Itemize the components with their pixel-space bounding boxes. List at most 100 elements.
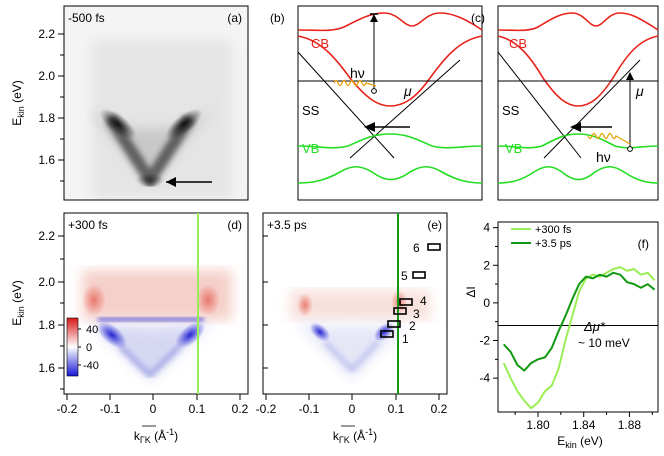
y-tick-label: 2 xyxy=(483,258,490,272)
surface-state-line xyxy=(497,51,582,159)
y-tick-label: 4 xyxy=(483,221,490,235)
integration-box xyxy=(427,243,441,251)
panel-e-x-label: kΓK (Å-1) xyxy=(333,427,377,445)
x-tick-label: 0.1 xyxy=(189,402,206,416)
cb-label: CB xyxy=(311,36,329,51)
panel-f-y-label: ΔI xyxy=(464,286,478,297)
legend-label: +300 fs xyxy=(535,224,572,236)
integration-boxes: 1 2 3 4 5 6 xyxy=(380,241,441,346)
panel-f-frame xyxy=(497,221,659,413)
surface-state-line xyxy=(297,51,395,159)
cb-upper-band xyxy=(497,12,659,32)
y-tick-label: -4 xyxy=(479,371,490,385)
panel-d-x-axis: -0.2 -0.1 0 0.1 0.2 kΓK (Å-1) xyxy=(57,394,249,445)
panel-f: 420-2-41.80 1.84 1.88 +300 fs +3.5 ps (f) … xyxy=(464,221,659,450)
x-tick-label: -0.1 xyxy=(299,402,320,416)
panel-a-frame xyxy=(63,5,249,201)
x-tick-label: 1.84 xyxy=(572,418,596,432)
x-tick-label: 0.2 xyxy=(431,402,448,416)
y-tick-label: 1.6 xyxy=(38,361,55,375)
colorbar-tick: 0 xyxy=(86,342,92,354)
arrow-c-head xyxy=(570,122,581,132)
y-tick-label: 1.8 xyxy=(38,318,55,332)
vb-upper-band xyxy=(497,133,659,149)
panel-e-difference-map xyxy=(263,213,447,394)
panel-f-x-label: Ekin (eV) xyxy=(557,434,603,450)
box-label: 3 xyxy=(413,307,420,321)
panel-e-label: (e) xyxy=(427,218,442,232)
arrow-a-head xyxy=(166,177,176,187)
y-tick-label: 0 xyxy=(483,296,490,310)
integration-box xyxy=(380,330,394,338)
panel-d-difference-map xyxy=(64,213,248,394)
y-tick-label: 1.8 xyxy=(38,111,55,125)
vb-upper-band xyxy=(297,133,483,149)
excitation-arrow-head xyxy=(370,14,378,22)
panel-d: +300 fs (d) 40 0 -40 2.2 2.0 1.8 1.6 Eki… xyxy=(10,212,249,445)
panel-c-label: (c) xyxy=(471,11,485,25)
hole-marker xyxy=(371,88,377,94)
legend-label: +3.5 ps xyxy=(535,238,572,250)
y-tick-label: 1.6 xyxy=(38,153,55,167)
x-tick-label: 1.88 xyxy=(618,418,642,432)
x-tick-label: 0 xyxy=(349,402,356,416)
mu-label: μ xyxy=(635,83,644,99)
panel-e-delay: +3.5 ps xyxy=(267,218,307,232)
box-label: 2 xyxy=(409,319,416,333)
box-label: 6 xyxy=(413,241,420,255)
ss-label: SS xyxy=(502,103,520,118)
x-tick-label: 0.2 xyxy=(232,402,249,416)
cb-lower-band xyxy=(497,35,659,107)
excitation-arrow-head xyxy=(626,72,634,80)
vb-label: VB xyxy=(302,141,319,156)
panel-d-y-axis: 2.2 2.0 1.8 1.6 Ekin (eV) xyxy=(10,229,64,390)
x-tick-label: -0.2 xyxy=(256,402,277,416)
x-tick-label: -0.1 xyxy=(100,402,121,416)
panel-e-y-axis-ticks xyxy=(263,235,268,369)
vb-label: VB xyxy=(505,141,522,156)
panel-d-y-label: Ekin (eV) xyxy=(10,280,26,326)
box-label: 5 xyxy=(401,269,408,283)
cb-upper-band xyxy=(297,12,483,32)
x-tick-label: 0.1 xyxy=(388,402,405,416)
cb-lower-band xyxy=(297,35,483,107)
y-tick-label: 2.2 xyxy=(38,229,55,243)
panel-f-series xyxy=(502,266,656,410)
integration-box xyxy=(393,307,407,315)
series-line-3p5ps xyxy=(502,271,656,372)
y-tick-label: 2.0 xyxy=(38,275,55,289)
integration-box xyxy=(399,298,413,306)
panel-b-label: (b) xyxy=(270,11,285,25)
panel-a-y-axis: 2.2 2.0 1.8 1.6 Ekin (eV) xyxy=(10,27,64,182)
panel-b-frame xyxy=(297,5,483,201)
hole-marker xyxy=(627,146,633,152)
arrow-b-head xyxy=(364,122,375,132)
surface-state-line xyxy=(543,59,641,159)
hnu-label: hν xyxy=(596,149,611,165)
photon-wave-icon xyxy=(587,132,631,145)
vb-lower-band xyxy=(297,165,483,184)
panel-d-delay: +300 fs xyxy=(68,218,108,232)
panel-d-label: (d) xyxy=(227,218,242,232)
panel-a-delay: -500 fs xyxy=(68,11,105,25)
colorbar-tick: -40 xyxy=(83,360,99,372)
panel-b: CB SS VB hν μ (b) xyxy=(270,5,483,201)
ss-label: SS xyxy=(302,103,320,118)
panel-f-label: (f) xyxy=(638,237,649,251)
panel-e-frame xyxy=(262,212,448,395)
panel-a: -500 fs (a) 2.2 2.0 1.8 1.6 Ekin (eV) xyxy=(10,5,249,201)
integration-box xyxy=(387,320,401,328)
cb-label: CB xyxy=(509,36,527,51)
x-tick-label: -0.2 xyxy=(57,402,78,416)
panel-a-arpes-map xyxy=(64,6,248,200)
panel-c: CB SS VB hν μ (c) xyxy=(471,5,659,201)
panel-f-legend: +300 fs +3.5 ps xyxy=(511,224,572,250)
integration-box xyxy=(412,271,426,279)
surface-state-line xyxy=(349,59,461,159)
delta-mu-value: ~ 10 meV xyxy=(578,336,630,350)
panel-e-x-axis: -0.2 -0.1 0 0.1 0.2 kΓK (Å-1) xyxy=(256,394,448,445)
x-tick-label: 0 xyxy=(150,402,157,416)
y-tick-label: -2 xyxy=(479,334,490,348)
panel-f-axes: 4 2 0 -2 -4 1.80 1.84 1.88 xyxy=(479,221,653,432)
vb-lower-band xyxy=(497,165,659,184)
